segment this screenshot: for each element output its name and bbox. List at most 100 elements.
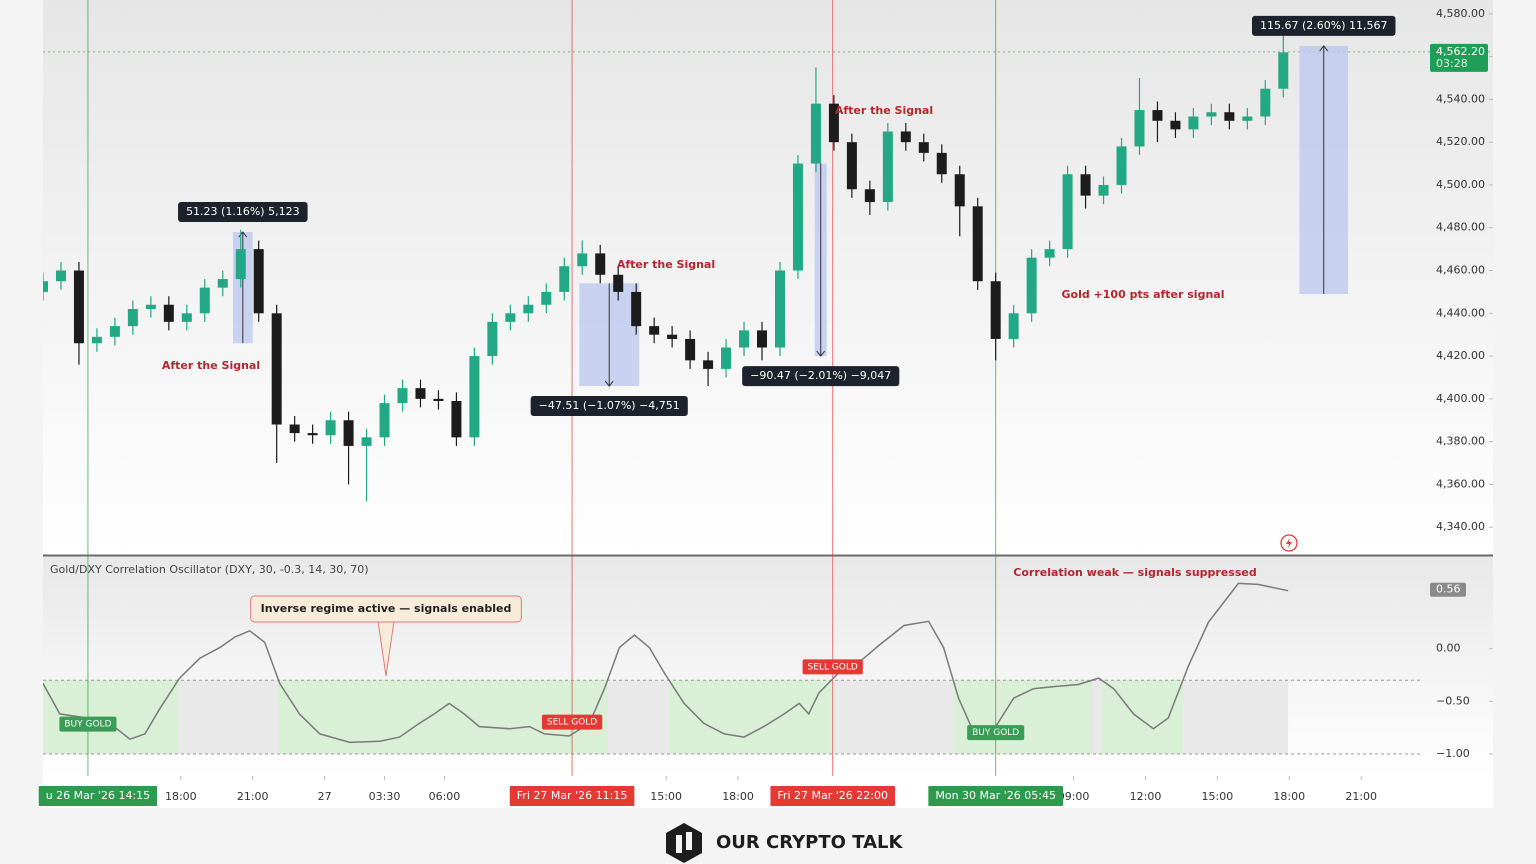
last-price-tag-bg bbox=[1430, 43, 1488, 72]
candle-body bbox=[990, 281, 1001, 339]
x-tick-label: 12:00 bbox=[1130, 790, 1162, 803]
time-badge-bg bbox=[38, 786, 158, 806]
osc-y-tick-label: 0.00 bbox=[1436, 642, 1461, 655]
candle-body bbox=[1278, 52, 1289, 89]
regime-shade bbox=[953, 680, 1092, 754]
y-tick-label: 4,420.00 bbox=[1436, 349, 1485, 362]
candle-body bbox=[649, 326, 660, 335]
time-badge-text: Fri 27 Mar '26 11:15 bbox=[517, 789, 628, 802]
candle-body bbox=[1224, 112, 1235, 121]
logo-hex bbox=[666, 823, 702, 863]
time-badge-bg bbox=[770, 786, 895, 806]
candle-body bbox=[199, 287, 210, 314]
candle-body bbox=[703, 360, 714, 369]
candle-body bbox=[936, 152, 947, 175]
candle-body bbox=[685, 338, 696, 361]
measure-arrow-head bbox=[1319, 45, 1329, 52]
candle-body bbox=[469, 356, 480, 438]
candle-body bbox=[109, 326, 120, 337]
signal-badge-text: SELL GOLD bbox=[547, 718, 597, 728]
candle-body bbox=[882, 131, 893, 203]
candle-body bbox=[379, 403, 390, 438]
candle-body bbox=[1134, 110, 1145, 147]
measure-label-bg bbox=[1251, 15, 1396, 36]
callout-bg bbox=[250, 595, 522, 623]
candle-body bbox=[972, 206, 983, 282]
candle-body bbox=[559, 266, 570, 292]
candle-body bbox=[361, 437, 372, 446]
measure-label-text: −47.51 (−1.07%) −4,751 bbox=[539, 399, 680, 412]
measure-label: 51.23 (1.16%) 5,123 bbox=[178, 202, 308, 223]
candle-body bbox=[1008, 313, 1019, 339]
y-tick-label: 4,380.00 bbox=[1436, 435, 1485, 448]
candle-body bbox=[1116, 146, 1127, 185]
plot-layer bbox=[43, 0, 1493, 776]
candle-body bbox=[325, 420, 336, 436]
candle-body bbox=[451, 400, 462, 438]
candle-body bbox=[1188, 116, 1199, 130]
candle-body bbox=[415, 388, 426, 399]
candle-body bbox=[1206, 112, 1217, 117]
logo-cut bbox=[676, 835, 682, 853]
x-tick-label: 09:00 bbox=[1058, 790, 1090, 803]
last-value: 0.56 bbox=[1436, 583, 1461, 596]
candle-body bbox=[1026, 257, 1037, 314]
candle-body bbox=[235, 249, 246, 280]
candle-body bbox=[792, 163, 803, 271]
osc-y-tick-label: −0.50 bbox=[1436, 694, 1470, 707]
candle-body bbox=[774, 270, 785, 348]
candle-body bbox=[397, 388, 408, 404]
logo-cut bbox=[686, 832, 692, 850]
candle-body bbox=[253, 249, 264, 314]
candle-body bbox=[271, 313, 282, 425]
candle-body bbox=[1062, 174, 1073, 250]
candle-body bbox=[739, 330, 750, 348]
time-badge: Mon 30 Mar '26 05:45 bbox=[928, 786, 1064, 806]
y-tick-label: 4,360.00 bbox=[1436, 477, 1485, 490]
measure-label-text: −90.47 (−2.01%) −9,047 bbox=[750, 369, 891, 382]
candle-body bbox=[757, 330, 768, 348]
signal-badge-bg bbox=[59, 716, 117, 732]
alert-icon bbox=[1280, 534, 1298, 552]
candle-body bbox=[1260, 88, 1271, 117]
measure-label-text: 115.67 (2.60%) 11,567 bbox=[1260, 19, 1388, 32]
measure-label-bg bbox=[178, 202, 308, 223]
candle-body bbox=[613, 274, 624, 292]
time-badge: Fri 27 Mar '26 11:15 bbox=[509, 786, 635, 806]
measure-label: −47.51 (−1.07%) −4,751 bbox=[530, 396, 688, 417]
candle-body bbox=[1080, 174, 1091, 196]
price-annotation: After the Signal bbox=[162, 359, 260, 372]
x-tick-label: 27 bbox=[318, 790, 332, 803]
signal-badge-bg bbox=[967, 725, 1025, 741]
candle-body bbox=[523, 304, 534, 314]
time-axis bbox=[43, 776, 1493, 808]
signal-badge-text: SELL GOLD bbox=[808, 662, 858, 672]
candle-body bbox=[181, 313, 192, 322]
candle-body bbox=[631, 291, 642, 327]
oscillator-line bbox=[43, 582, 1289, 744]
signal-badge: BUY GOLD bbox=[967, 725, 1025, 741]
signal-badge-bg bbox=[802, 659, 863, 675]
last-price-value: 4,562.20 bbox=[1436, 45, 1485, 58]
candle-body bbox=[145, 304, 156, 310]
candle-body bbox=[900, 131, 911, 143]
x-tick-label: 03:30 bbox=[369, 790, 401, 803]
y-tick-label: 4,520.00 bbox=[1436, 135, 1485, 148]
candle-body bbox=[667, 334, 678, 339]
callout-text: Inverse regime active — signals enabled bbox=[261, 602, 512, 615]
candle-body bbox=[307, 433, 318, 436]
candle-body bbox=[343, 420, 354, 446]
signal-badge-text: BUY GOLD bbox=[972, 728, 1019, 738]
candle-body bbox=[505, 313, 516, 322]
candle-body bbox=[810, 103, 821, 164]
y-tick-label: 4,400.00 bbox=[1436, 392, 1485, 405]
price-annotation: After the Signal bbox=[835, 104, 933, 117]
neutral-band bbox=[43, 680, 1289, 754]
measure-label-bg bbox=[742, 366, 900, 387]
osc-annotation: Correlation weak — signals suppressed bbox=[1013, 566, 1256, 579]
measure-label: 115.67 (2.60%) 11,567 bbox=[1251, 15, 1396, 36]
candle-body bbox=[577, 253, 588, 267]
oscillator-title: Gold/DXY Correlation Oscillator (DXY, 30… bbox=[50, 563, 369, 576]
